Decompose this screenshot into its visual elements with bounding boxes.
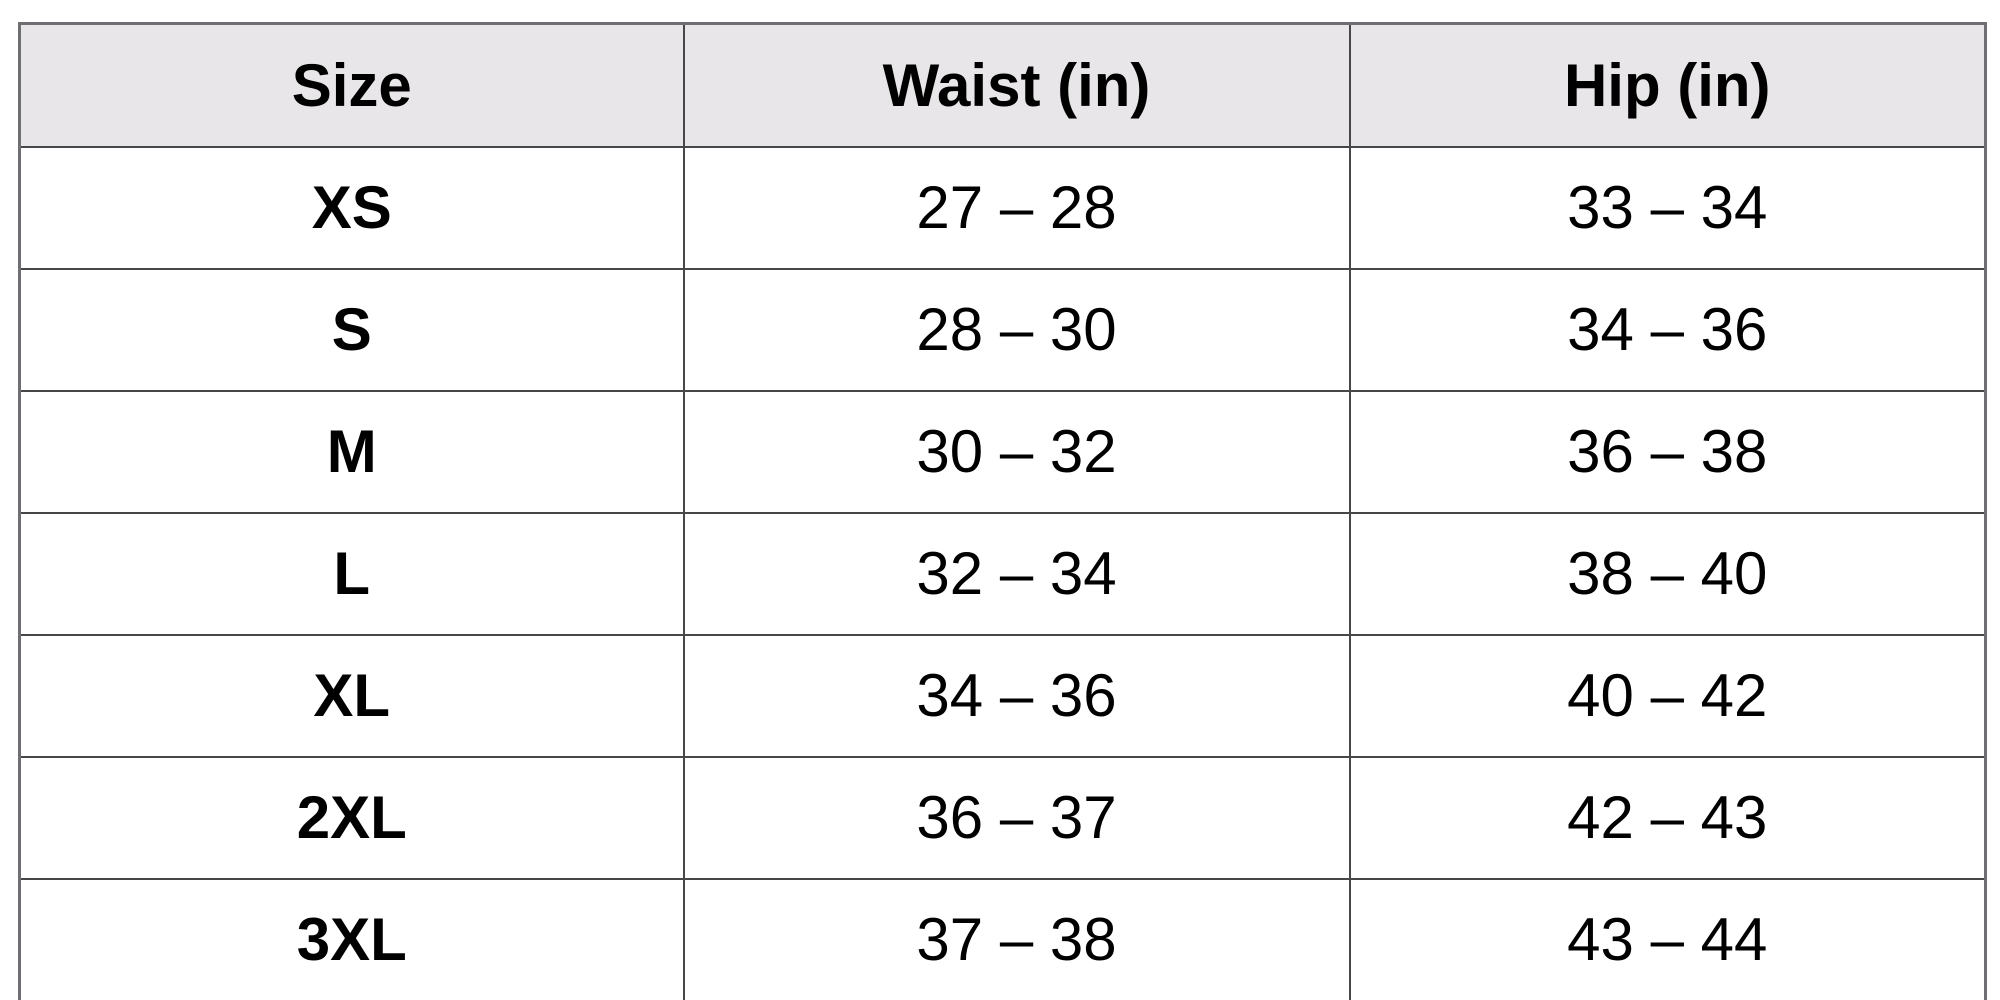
table-row: M 30 – 32 36 – 38: [18, 390, 1987, 514]
size-cell: 3XL: [18, 878, 685, 1000]
hip-cell: 34 – 36: [1348, 268, 1987, 392]
table-row: 2XL 36 – 37 42 – 43: [18, 756, 1987, 880]
size-cell: XS: [18, 146, 685, 270]
waist-cell: 34 – 36: [682, 634, 1351, 758]
size-cell: 2XL: [18, 756, 685, 880]
table-body: XS 27 – 28 33 – 34 S 28 – 30 34 – 36 M 3…: [18, 146, 1987, 1000]
size-cell: M: [18, 390, 685, 514]
hip-cell: 40 – 42: [1348, 634, 1987, 758]
hip-cell: 38 – 40: [1348, 512, 1987, 636]
hip-cell: 43 – 44: [1348, 878, 1987, 1000]
column-header-size: Size: [18, 22, 685, 148]
table-row: XS 27 – 28 33 – 34: [18, 146, 1987, 270]
table-row: S 28 – 30 34 – 36: [18, 268, 1987, 392]
size-cell: S: [18, 268, 685, 392]
size-chart-table: Size Waist (in) Hip (in) XS 27 – 28 33 –…: [18, 22, 1987, 1000]
waist-cell: 30 – 32: [682, 390, 1351, 514]
table-row: XL 34 – 36 40 – 42: [18, 634, 1987, 758]
waist-cell: 37 – 38: [682, 878, 1351, 1000]
waist-cell: 28 – 30: [682, 268, 1351, 392]
hip-cell: 36 – 38: [1348, 390, 1987, 514]
header-row: Size Waist (in) Hip (in): [18, 22, 1987, 148]
hip-cell: 33 – 34: [1348, 146, 1987, 270]
table-row: L 32 – 34 38 – 40: [18, 512, 1987, 636]
waist-cell: 36 – 37: [682, 756, 1351, 880]
column-header-waist: Waist (in): [682, 22, 1351, 148]
hip-cell: 42 – 43: [1348, 756, 1987, 880]
size-cell: L: [18, 512, 685, 636]
waist-cell: 32 – 34: [682, 512, 1351, 636]
column-header-hip: Hip (in): [1348, 22, 1987, 148]
table-row: 3XL 37 – 38 43 – 44: [18, 878, 1987, 1000]
size-cell: XL: [18, 634, 685, 758]
waist-cell: 27 – 28: [682, 146, 1351, 270]
